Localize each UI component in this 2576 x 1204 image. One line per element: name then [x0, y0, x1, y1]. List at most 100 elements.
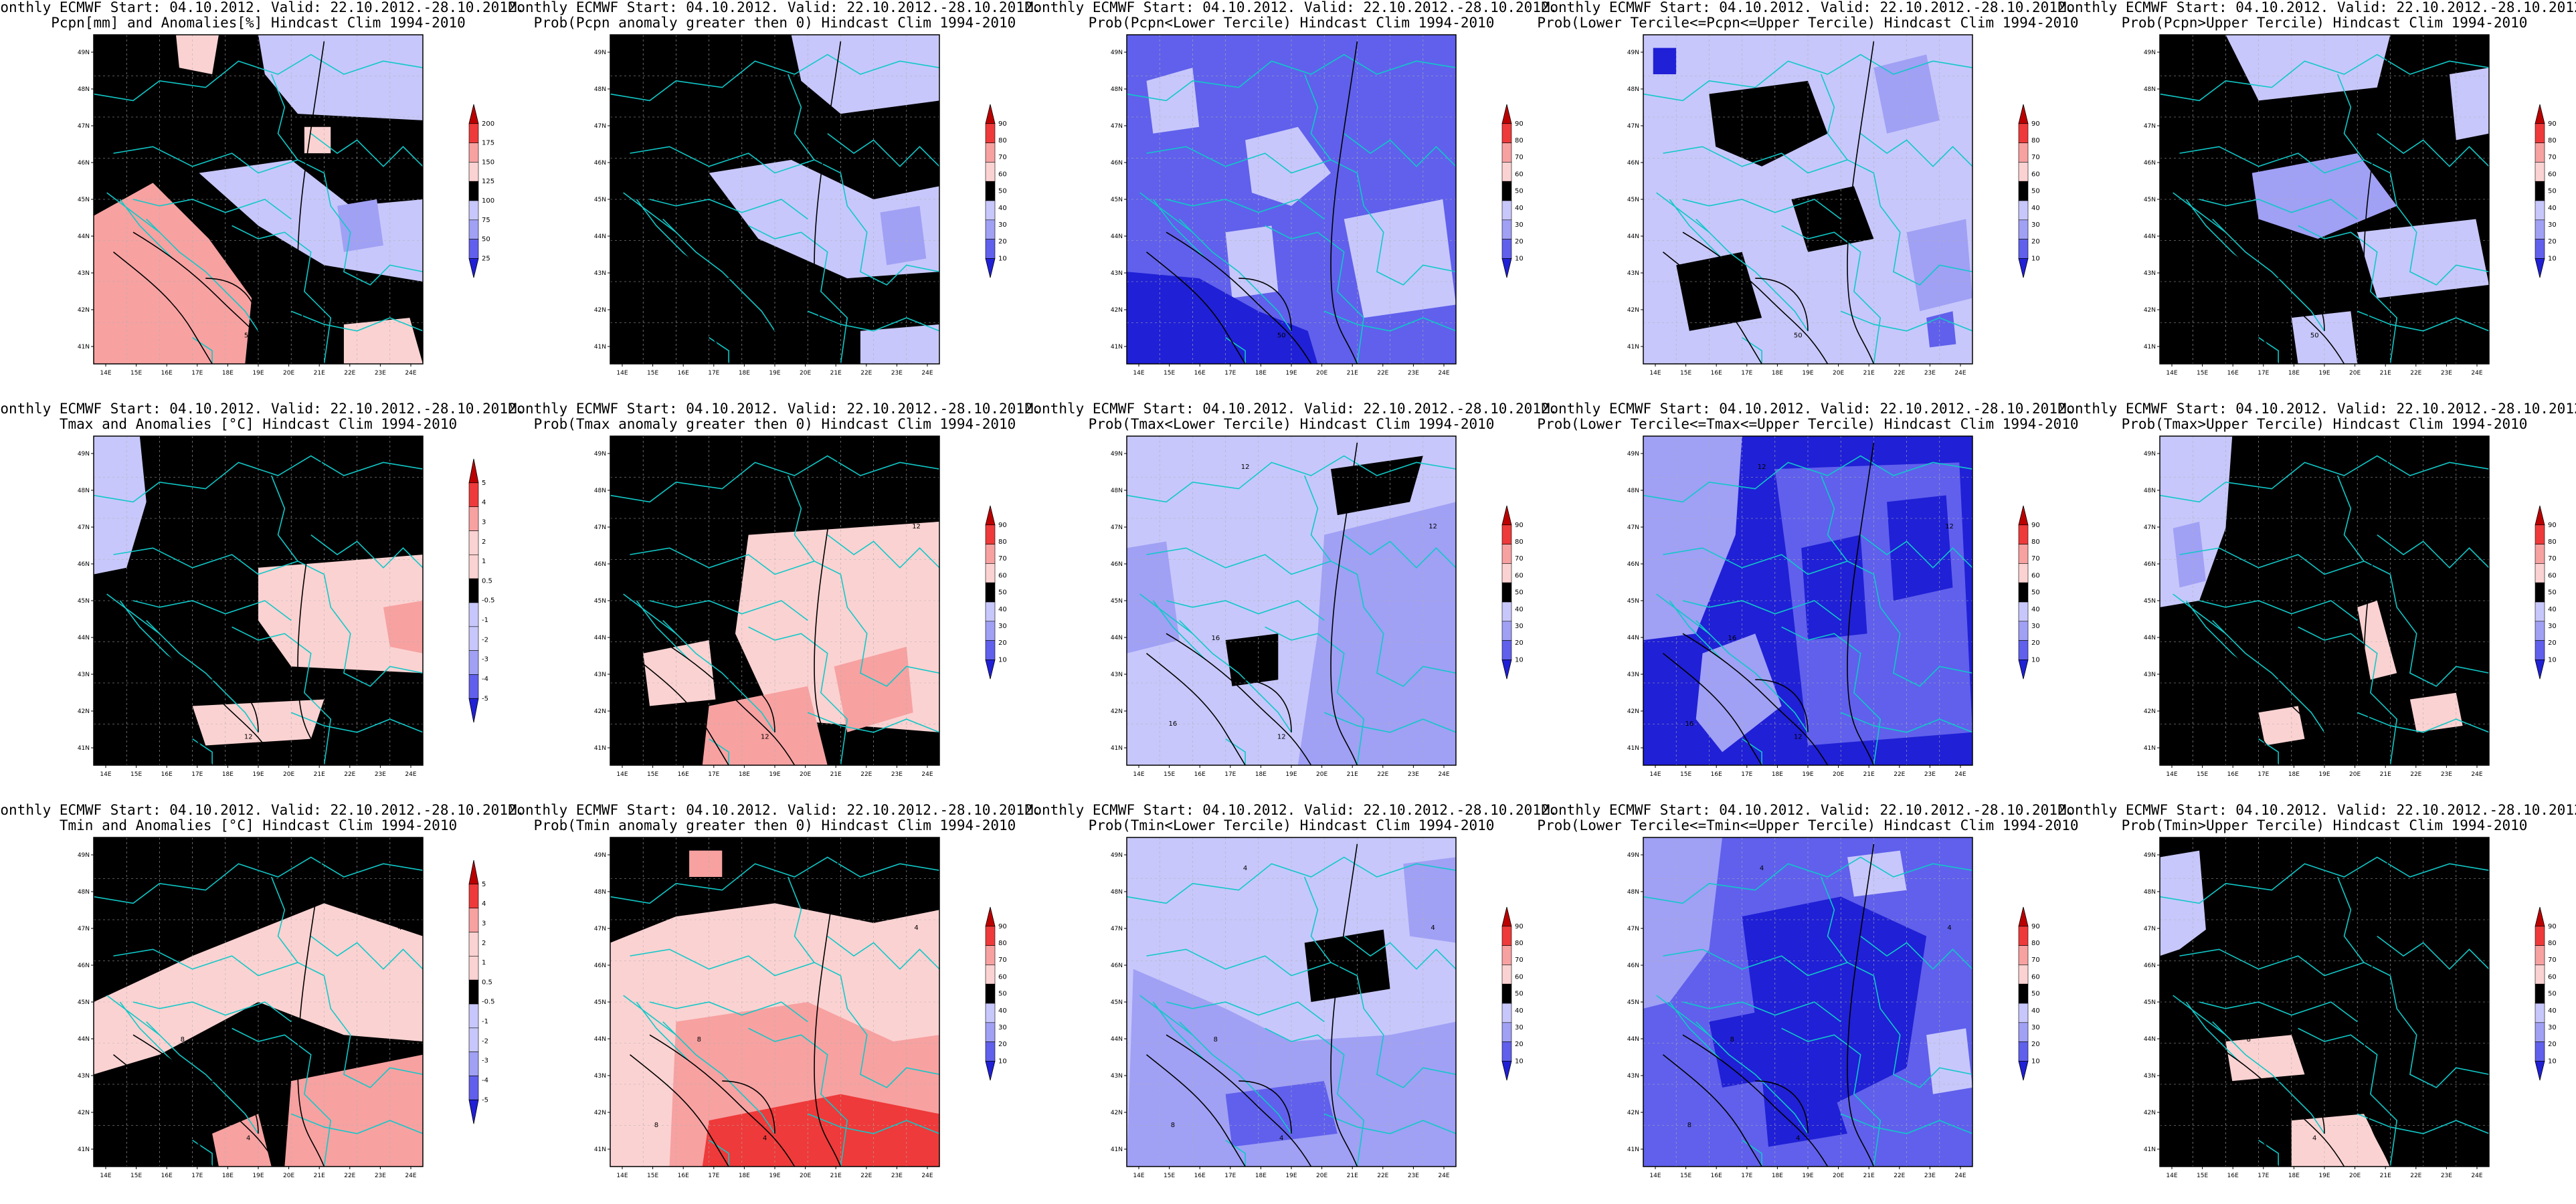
map-plot: 50 14E 15E 16E 17E 18E 19E 20E 21E 22E 23E 24E 49N 48…: [2144, 34, 2490, 377]
colorbar: 5 4 3 2 1 0.5 -0.5 -1 -2 -3 -4 -5: [468, 458, 495, 723]
contour-line: [649, 1034, 796, 1167]
contour-label: 4: [210, 865, 214, 872]
contour-label: 16: [1728, 635, 1736, 642]
contour-label: 50: [1277, 332, 1286, 340]
colorbar-segment: [985, 239, 996, 259]
contour-label: 12: [725, 464, 733, 471]
country-border: [2336, 475, 2365, 562]
colorbar-segment: [468, 181, 479, 201]
lat-tick-label: 49N: [78, 852, 90, 859]
colorbar-label: 70: [2548, 957, 2557, 964]
lat-tick-label: 47N: [2144, 926, 2156, 932]
lat-tick-label: 44N: [2144, 233, 2156, 240]
country-border: [1139, 192, 1292, 332]
colorbar-label: -1: [482, 617, 488, 624]
colorbar-segment: [985, 945, 996, 965]
colorbar-label: 10: [1515, 1058, 1524, 1065]
country-border: [2377, 132, 2490, 167]
lat-tick-label: 47N: [2144, 524, 2156, 531]
lat-tick-label: 49N: [1627, 852, 1639, 859]
contour-line: [649, 633, 796, 766]
lat-tick-label: 48N: [2144, 488, 2156, 494]
country-border: [119, 199, 173, 260]
country-border: [662, 1021, 676, 1035]
country-border: [807, 310, 940, 332]
lat-tick-label: 45N: [594, 197, 606, 203]
lat-tick-label: 44N: [1111, 233, 1123, 240]
lon-tick-label: 21E: [314, 771, 325, 778]
country-border: [2389, 975, 2490, 1088]
lon-tick-label: 19E: [1285, 370, 1297, 377]
contour-label: 4: [2312, 1135, 2316, 1142]
lon-tick-label: 21E: [1863, 1173, 1875, 1179]
colorbar: 90 80 70 60 50 40 30 20 10: [2535, 906, 2557, 1081]
lon-tick-label: 17E: [2258, 1173, 2269, 1179]
contour-line: [297, 442, 325, 766]
lon-tick-label: 24E: [921, 370, 933, 377]
map-plot: 50 14E 15E 16E 17E 18E 19E 20E 21E 22E 23E 24E 49N 48…: [1627, 34, 1973, 377]
lon-tick-label: 19E: [1802, 1173, 1813, 1179]
country-border: [636, 199, 690, 260]
colorbar-label: 70: [2548, 555, 2557, 563]
contour-line: [1847, 442, 1875, 766]
colorbar-segment: [985, 983, 996, 1004]
lon-tick-label: 16E: [161, 370, 173, 377]
lat-tick-label: 41N: [594, 344, 606, 350]
contour-label: 12: [2274, 464, 2283, 471]
lat-tick-label: 44N: [594, 1036, 606, 1043]
country-border: [1146, 547, 1358, 575]
colorbar-segment: [1501, 239, 1512, 259]
panel-title-line1: Monthly ECMWF Start: 04.10.2012. Valid: …: [2057, 401, 2576, 417]
colorbar-segment: [2535, 621, 2545, 641]
anomaly-region: [880, 205, 927, 266]
lon-tick-label: 22E: [1377, 370, 1388, 377]
colorbar-segment: [985, 219, 996, 239]
colorbar-label: 100: [482, 197, 494, 205]
colorbar-segment: [985, 1022, 996, 1042]
country-border: [1860, 935, 1973, 970]
colorbar-label: -2: [482, 636, 488, 643]
country-border: [787, 475, 815, 562]
colorbar-segment: [1501, 1003, 1512, 1023]
colorbar-label: 80: [998, 538, 1007, 546]
anomaly-region: [2225, 35, 2391, 101]
lon-tick-label: 22E: [344, 370, 355, 377]
country-border: [1265, 225, 1365, 365]
lon-tick-label: 19E: [769, 1173, 780, 1179]
colorbar-label: 150: [482, 159, 494, 166]
colorbar-segment: [2535, 945, 2545, 965]
country-border: [1344, 534, 1457, 569]
colorbar-arrow-top: [2535, 906, 2545, 927]
lon-tick-label: 18E: [2288, 771, 2300, 778]
country-border: [623, 192, 775, 332]
colorbar-segment: [1501, 582, 1512, 603]
colorbar-segment: [2018, 582, 2029, 603]
lat-tick-label: 42N: [594, 1110, 606, 1116]
country-border: [1356, 173, 1457, 286]
contour-line: [1330, 442, 1358, 766]
anomaly-region: [643, 640, 716, 706]
colorbar-label: 0.5: [482, 577, 492, 585]
colorbar-segment: [2018, 1003, 2029, 1023]
lat-tick-label: 48N: [594, 889, 606, 896]
lon-tick-label: 15E: [1164, 370, 1175, 377]
country-border: [1126, 856, 1457, 904]
colorbar-label: 80: [2548, 137, 2557, 144]
lat-tick-label: 42N: [78, 307, 90, 314]
lon-tick-label: 24E: [1438, 1173, 1449, 1179]
colorbar-label: -5: [482, 695, 488, 702]
contour-line: [1682, 633, 1829, 766]
colorbar-label: 20: [2031, 639, 2040, 647]
anomaly-region: [860, 324, 939, 364]
lon-tick-label: 21E: [830, 370, 842, 377]
anomaly-region: [689, 850, 723, 878]
colorbar: 90 80 70 60 50 40 30 20 10: [2535, 104, 2557, 278]
colorbar-label: 1: [482, 959, 486, 967]
colorbar-label: 20: [1515, 1041, 1524, 1048]
contour-line: [1682, 1034, 1829, 1167]
lat-tick-label: 47N: [594, 524, 606, 531]
country-border: [2179, 146, 2391, 174]
lat-tick-label: 42N: [594, 708, 606, 715]
anomaly-region: [199, 159, 423, 282]
country-border: [323, 173, 424, 286]
